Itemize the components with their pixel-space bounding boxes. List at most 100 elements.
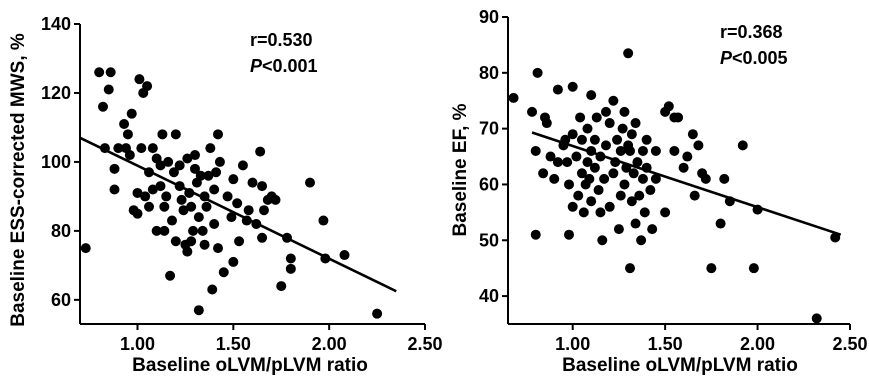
data-point: [218, 267, 229, 278]
data-point: [190, 163, 200, 174]
data-point: [147, 143, 158, 154]
x-axis-label: Baseline oLVM/pLVM ratio: [132, 355, 368, 376]
data-point: [552, 84, 563, 95]
data-point: [589, 134, 600, 145]
data-point: [170, 236, 181, 247]
data-point: [608, 95, 619, 106]
data-point: [641, 134, 652, 145]
data-point: [182, 246, 193, 257]
data-point: [193, 305, 204, 316]
y-tick-label: 60: [479, 174, 499, 194]
data-point: [645, 185, 656, 196]
data-point: [593, 185, 604, 196]
y-tick-label: 40: [479, 286, 499, 306]
data-point: [209, 184, 220, 195]
data-point: [613, 224, 624, 235]
data-point: [604, 118, 615, 129]
data-point: [571, 151, 582, 162]
y-tick-label: 70: [479, 119, 499, 139]
data-point: [532, 67, 543, 78]
data-point: [186, 236, 197, 247]
data-point: [259, 205, 269, 216]
y-tick-label: 140: [41, 14, 71, 34]
data-point: [237, 160, 248, 171]
data-point: [586, 90, 597, 101]
data-point: [576, 168, 587, 179]
p-value-annotation: P<0.001: [250, 56, 318, 76]
data-point: [136, 143, 147, 154]
x-tick-label: 1.50: [648, 334, 683, 354]
data-point: [205, 143, 216, 154]
data-point: [562, 157, 573, 168]
y-tick-label: 60: [51, 290, 71, 310]
p-value-annotation: P<0.005: [720, 48, 788, 68]
y-axis-label: Baseline EF, %: [450, 103, 471, 236]
data-point: [527, 106, 538, 117]
data-point: [163, 156, 174, 167]
data-point: [132, 187, 143, 198]
data-point: [541, 118, 552, 129]
data-point: [255, 146, 266, 157]
data-point: [687, 129, 698, 140]
data-point: [144, 201, 154, 212]
correlation-annotation: r=0.368: [720, 22, 783, 42]
data-point: [575, 112, 586, 123]
data-point: [549, 173, 560, 184]
data-point: [811, 313, 822, 324]
data-point: [159, 201, 170, 212]
data-point: [188, 225, 199, 236]
y-axis-label: Baseline ESS-corrected MWS, %: [8, 33, 29, 327]
y-tick-label: 100: [41, 152, 71, 172]
data-point: [213, 129, 223, 140]
data-point: [650, 145, 661, 156]
x-tick-label: 2.00: [312, 334, 347, 354]
data-point: [530, 229, 541, 240]
chart-right: 1.00 1.50 2.00 2.50 40 50 60 70 80 90 Baseline o…: [450, 7, 868, 376]
y-tick-label: 50: [479, 230, 499, 250]
data-point: [545, 151, 556, 162]
data-point: [552, 157, 563, 168]
data-point: [619, 106, 630, 117]
x-tick-label: 2.50: [832, 334, 867, 354]
y-tick-label: 80: [479, 63, 499, 83]
data-point: [170, 129, 181, 140]
data-point: [178, 205, 189, 216]
data-point: [201, 201, 212, 212]
data-point: [190, 150, 200, 161]
data-point: [155, 160, 166, 171]
data-point: [632, 157, 643, 168]
data-point: [119, 119, 130, 129]
data-point: [600, 106, 611, 117]
x-ticks: 1.00 1.50 2.00 2.50: [120, 324, 443, 354]
data-point: [105, 67, 116, 78]
data-point: [243, 205, 254, 216]
data-point: [706, 263, 717, 274]
data-point: [222, 191, 233, 202]
data-point: [538, 168, 549, 179]
data-point: [247, 177, 258, 188]
y-ticks: 40 50 60 70 80 90: [479, 7, 508, 306]
data-point: [612, 134, 623, 145]
data-point: [626, 196, 637, 207]
x-tick-label: 1.00: [120, 334, 155, 354]
x-tick-label: 1.00: [555, 334, 590, 354]
data-point: [207, 284, 218, 295]
data-point: [203, 170, 214, 181]
trend-line: [531, 131, 842, 236]
data-point: [636, 235, 647, 246]
data-point: [623, 48, 634, 59]
data-point: [232, 198, 243, 209]
data-point: [159, 225, 170, 236]
data-point: [109, 163, 120, 174]
data-point: [597, 235, 608, 246]
data-point: [372, 308, 383, 319]
data-point: [199, 239, 210, 250]
data-point: [109, 184, 120, 195]
x-tick-label: 1.50: [216, 334, 251, 354]
data-point: [639, 207, 650, 218]
data-point: [599, 173, 610, 184]
data-point: [615, 145, 626, 156]
data-point: [168, 167, 179, 178]
data-point: [700, 173, 711, 184]
